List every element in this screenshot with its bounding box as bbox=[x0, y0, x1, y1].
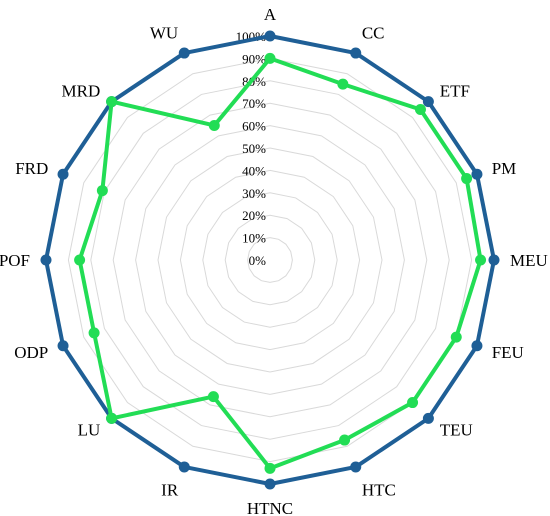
inner-series-point bbox=[407, 397, 419, 409]
outer-series-point bbox=[178, 47, 190, 59]
axis-label-frd: FRD bbox=[15, 159, 48, 178]
grid-ring bbox=[247, 237, 293, 283]
inner-series-point bbox=[264, 52, 276, 64]
tick-label: 50% bbox=[242, 141, 266, 156]
inner-series-point bbox=[450, 331, 462, 343]
axis-label-teu: TEU bbox=[440, 421, 473, 440]
axis-label-mrd: MRD bbox=[62, 81, 101, 100]
inner-series-point bbox=[339, 434, 351, 446]
grid-ring bbox=[90, 80, 450, 440]
tick-label: 90% bbox=[242, 51, 266, 66]
inner-series-point bbox=[414, 104, 426, 116]
outer-series-point bbox=[471, 168, 483, 180]
outer-series-point bbox=[350, 461, 362, 473]
outer-series-point bbox=[40, 254, 52, 266]
axis-label-pof: POF bbox=[0, 251, 30, 270]
grid-ring bbox=[157, 147, 383, 373]
axis-labels: A CC ETF PM MEU FEU TEU HTC HTNC IR LU ODP POF FRD MRD… bbox=[0, 5, 548, 516]
outer-series-point bbox=[264, 478, 276, 490]
inner-series-point bbox=[475, 254, 487, 266]
axis-label-wu: WU bbox=[150, 23, 178, 42]
outer-series-point bbox=[264, 30, 276, 42]
axis-label-cc: CC bbox=[362, 23, 385, 42]
axis-label-meu: MEU bbox=[510, 251, 548, 270]
grid-ring bbox=[67, 57, 473, 463]
inner-series-point bbox=[264, 462, 276, 474]
inner-series-point bbox=[208, 119, 220, 131]
inner-series-point bbox=[96, 185, 108, 197]
inner-series-point bbox=[106, 412, 118, 424]
outer-series-point bbox=[488, 254, 500, 266]
outer-series-point bbox=[471, 340, 483, 352]
grid-ring bbox=[202, 192, 338, 328]
inner-series-point bbox=[461, 173, 473, 185]
inner-series-point bbox=[106, 96, 118, 108]
tick-label: 40% bbox=[242, 163, 266, 178]
axis-label-pm: PM bbox=[492, 159, 517, 178]
axis-label-feu: FEU bbox=[492, 343, 524, 362]
axis-label-etf: ETF bbox=[440, 81, 470, 100]
inner-series-point bbox=[207, 391, 219, 403]
grid-ring bbox=[112, 102, 428, 418]
tick-label: 0% bbox=[249, 253, 267, 268]
outer-series-point bbox=[422, 412, 434, 424]
axis-label-lu: LU bbox=[78, 421, 101, 440]
tick-label: 70% bbox=[242, 96, 266, 111]
outer-series-point bbox=[350, 47, 362, 59]
axis-label-htnc: HTNC bbox=[247, 499, 293, 516]
grid-ring bbox=[135, 125, 405, 395]
axis-label-htc: HTC bbox=[362, 481, 396, 500]
series-layer bbox=[40, 30, 500, 490]
inner-series-point bbox=[337, 78, 349, 90]
inner-series-line bbox=[77, 56, 483, 471]
tick-label: 10% bbox=[242, 231, 266, 246]
axis-label-ir: IR bbox=[161, 481, 179, 500]
tick-label: 20% bbox=[242, 208, 266, 223]
inner-series-point bbox=[88, 327, 100, 339]
outer-series-point bbox=[57, 168, 69, 180]
tick-labels: 0%10%20%30%40%50%60%70%80%90%100% bbox=[236, 29, 267, 268]
axis-label-odp: ODP bbox=[14, 343, 48, 362]
tick-label: 60% bbox=[242, 119, 266, 134]
grid-ring bbox=[179, 169, 361, 351]
inner-series-point bbox=[74, 254, 86, 266]
outer-series-point bbox=[57, 340, 69, 352]
grid-ring bbox=[224, 214, 316, 306]
tick-label: 30% bbox=[242, 186, 266, 201]
outer-series-point bbox=[178, 461, 190, 473]
axis-label-a: A bbox=[264, 5, 277, 24]
outer-series-point bbox=[422, 96, 434, 108]
